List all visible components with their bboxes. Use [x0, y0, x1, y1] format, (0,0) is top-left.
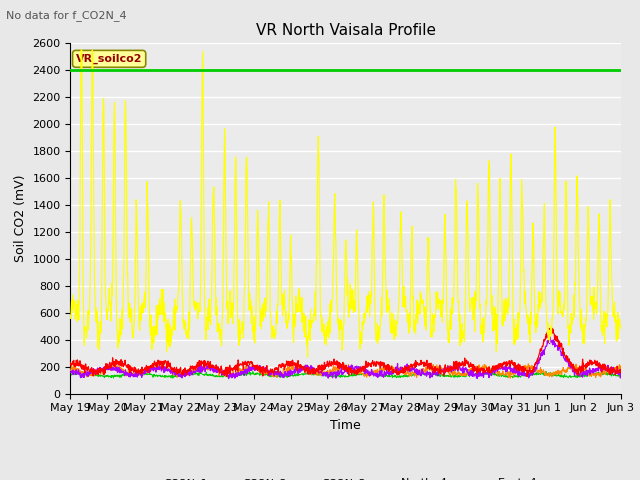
Legend: CO2N_1, CO2N_2, CO2N_3, North -4cm, East -4cm: CO2N_1, CO2N_2, CO2N_3, North -4cm, East… [133, 473, 558, 480]
Text: No data for f_CO2N_4: No data for f_CO2N_4 [6, 10, 127, 21]
X-axis label: Time: Time [330, 419, 361, 432]
Y-axis label: Soil CO2 (mV): Soil CO2 (mV) [14, 175, 27, 262]
Text: VR_soilco2: VR_soilco2 [76, 54, 143, 64]
Title: VR North Vaisala Profile: VR North Vaisala Profile [255, 23, 436, 38]
